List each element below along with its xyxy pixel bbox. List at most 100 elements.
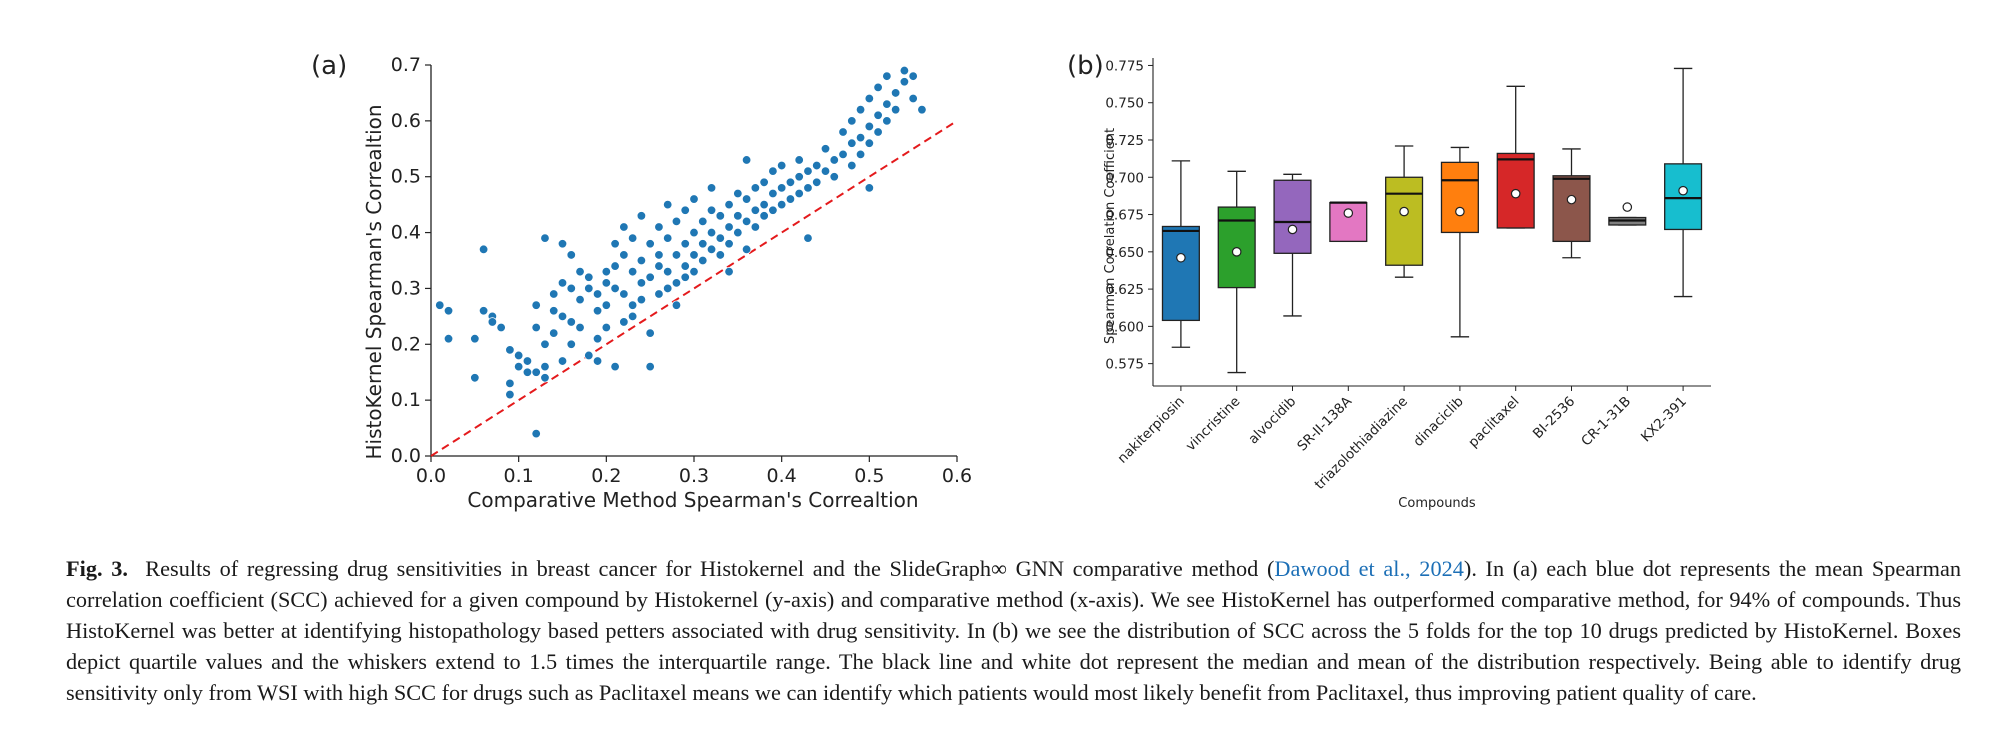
scatter-x-axis-label: Comparative Method Spearman's Correaltio… [467,488,918,512]
scatter-point [741,155,752,165]
scatter-point [750,183,761,193]
scatter-x-tick-label: 0.6 [942,465,972,487]
scatter-point [505,345,515,355]
scatter-point [645,239,655,249]
scatter-point [531,367,541,377]
scatter-axes: 0.0 0.1 0.2 0.3 0.4 0.5 0.6 0.0 0.1 0.2 0.3 0.4 0.5 0… [391,54,972,487]
scatter-point [803,233,813,243]
scatter-y-tick-label: 0.2 [391,333,421,355]
compound-label: dinaciclib [1410,394,1466,450]
scatter-point [864,183,875,193]
compound-label: SR-II-138A [1294,393,1355,454]
box-kx2-391 [1664,67,1703,298]
scatter-point [759,199,769,210]
scatter-point [636,294,647,305]
scatter-point [636,211,647,221]
scatter-point [592,306,603,316]
panel-label-a: (a) [311,51,347,81]
scatter-point [917,104,927,115]
scatter-y-tick-label: 0.0 [391,445,421,467]
scatter-x-tick-label: 0.0 [416,465,446,487]
figure-caption: Fig. 3. Results of regressing drug sensi… [66,553,1961,708]
scatter-point [592,334,603,344]
scatter-y-tick-label: 0.4 [391,222,421,244]
scatter-point [689,227,699,238]
box-mean-dot [1231,247,1242,257]
scatter-panel: (a) 0.0 0.1 0.2 0.3 0.4 0.5 0.6 0.0 0.1 0.2 0.3 0.4… [311,51,972,512]
scatter-point [601,278,612,288]
scatter-point [610,283,620,294]
scatter-point [671,216,682,227]
boxplot-y-tick-label: 0.725 [1105,133,1144,149]
boxplot-panel: (b) 0.575 0.600 0.625 0.650 0.675 0.700 0.725 0… [1067,51,1711,511]
boxplot-y-tick-label: 0.600 [1105,319,1144,335]
caption-text-end: ). In (a) each blue dot represents the m… [66,556,1961,705]
scatter-point [549,306,559,316]
compound-label: KX2-391 [1638,394,1690,446]
scatter-point [680,261,690,271]
scatter-point [768,205,778,215]
scatter-point [566,317,576,327]
scatter-point [698,255,708,266]
box-vincristine [1217,170,1256,374]
boxplot-y-tick-label: 0.650 [1105,245,1144,261]
scatter-point [645,361,655,372]
scatter-point [663,283,673,294]
scatter-point [627,266,638,277]
box-sr-ii-138a [1329,201,1368,243]
scatter-y-tick-label: 0.5 [391,166,421,188]
caption-label: Fig. 3. [66,556,128,581]
scatter-point [645,272,655,282]
scatter-point [759,177,769,188]
compound-label: triazolothiadiazine [1312,394,1411,493]
scatter-x-tick-label: 0.3 [679,465,709,487]
scatter-point [627,311,638,322]
scatter-point [470,373,480,383]
scatter-point [698,239,708,249]
citation-link[interactable]: Dawood et al., 2024 [1274,556,1464,581]
scatter-point [601,322,612,333]
scatter-y-tick-label: 0.3 [391,277,421,299]
compound-label: vincristine [1183,394,1244,455]
scatter-point [838,127,848,137]
scatter-point [706,205,717,215]
scatter-point [654,250,664,260]
scatter-point [908,93,918,104]
scatter-point [549,328,559,338]
scatter-point [864,93,875,104]
scatter-point [645,328,655,338]
compound-label: nakiterpiosin [1115,394,1188,467]
scatter-point [610,261,620,271]
box-mean-dot [1455,206,1465,217]
scatter-point [654,222,664,232]
scatter-point [899,77,910,87]
scatter-point [671,278,682,288]
scatter-point [619,317,629,327]
box-mean-dot [1176,252,1186,263]
scatter-point [478,244,489,255]
scatter-point [698,216,708,227]
box-mean-dot [1510,188,1521,199]
scatter-point [610,239,620,249]
scatter-point [864,138,875,148]
scatter-point [715,233,726,243]
scatter-point [619,222,629,232]
scatter-point [557,278,568,288]
scatter-point [890,104,901,115]
scatter-point [776,183,787,193]
scatter-point [663,233,673,243]
scatter-point [847,138,857,148]
scatter-point [575,322,585,333]
scatter-point [873,127,883,137]
scatter-point [636,278,647,288]
scatter-point [776,160,787,171]
scatter-x-tick-label: 0.4 [767,465,797,487]
scatter-point [803,183,813,193]
caption-text-start: Results of regressing drug sensitivities… [145,556,1275,581]
scatter-point [794,188,804,199]
scatter-point [575,266,585,277]
scatter-point [741,244,752,255]
scatter-point [750,222,761,232]
scatter-point [785,177,796,188]
scatter-point [654,261,664,271]
